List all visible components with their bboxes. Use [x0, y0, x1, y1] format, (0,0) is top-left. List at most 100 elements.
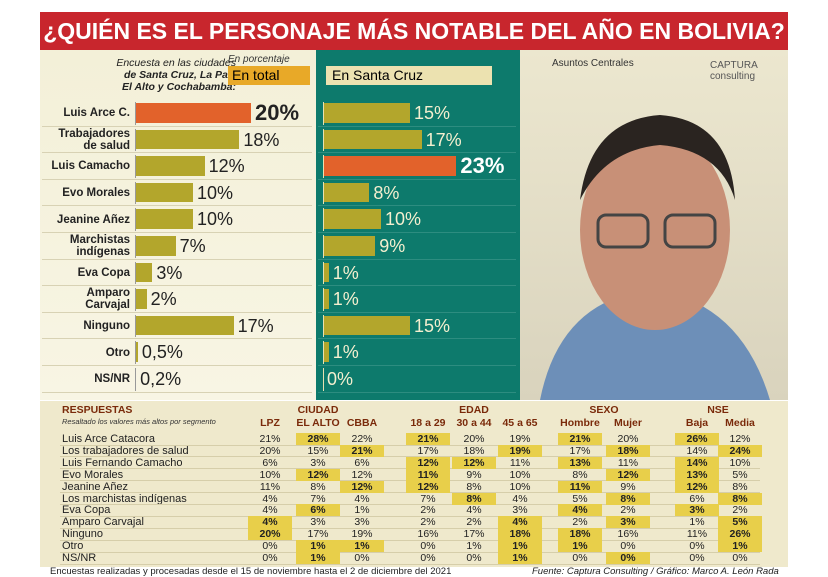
row-line: [318, 258, 516, 260]
row-label: NS/NR: [62, 552, 97, 564]
axis-line: [323, 128, 324, 152]
logo: CAPTURA consulting: [710, 60, 758, 82]
category-label: Otro: [105, 346, 130, 359]
row-line: [60, 504, 760, 505]
row-line: [42, 125, 312, 127]
row-label: Los marchistas indígenas: [62, 492, 187, 505]
row-label: Luis Arce Catacora: [62, 433, 155, 445]
axis-line: [135, 208, 136, 231]
row-label: Luis Fernando Camacho: [62, 456, 183, 469]
cell: 5%: [718, 516, 762, 529]
bar: [323, 103, 410, 123]
cell: 21%: [406, 433, 450, 445]
cell: 4%: [354, 492, 370, 505]
bar: [323, 342, 329, 362]
category-label: Ninguno: [83, 320, 130, 333]
column-header: 45 a 65: [502, 417, 538, 429]
cell: 13%: [558, 456, 602, 469]
bar: [135, 315, 234, 336]
value-label: 23%: [460, 153, 505, 179]
axis-line: [135, 288, 136, 311]
column-header: 18 a 29: [410, 417, 446, 429]
row-label: Los trabajadores de salud: [62, 444, 189, 457]
category-label: Eva Copa: [77, 266, 130, 279]
portrait: [540, 115, 770, 400]
column-header: 30 a 44: [456, 417, 492, 429]
axis-line: [135, 368, 136, 391]
cell: 19%: [509, 433, 531, 445]
cell: 18%: [606, 444, 650, 457]
column-header: LPZ: [260, 417, 280, 429]
row-label: Eva Copa: [62, 504, 111, 517]
row-line: [42, 232, 312, 233]
cell: 4%: [262, 504, 278, 517]
subtitle: En porcentaje: [228, 54, 290, 65]
cell: 1%: [689, 516, 705, 529]
cell: 1%: [466, 540, 482, 553]
intro-line: El Alto y Cochabamba:: [122, 81, 236, 93]
cell: 12%: [729, 433, 751, 445]
cell: 5%: [572, 492, 588, 505]
cell: 13%: [675, 468, 719, 481]
cell: 10%: [259, 468, 281, 481]
cell: 3%: [310, 516, 326, 529]
value-label: 0%: [327, 369, 354, 389]
axis-line: [323, 314, 324, 338]
cell: 4%: [558, 504, 602, 517]
cell: 2%: [620, 504, 636, 517]
row-label: Evo Morales: [62, 468, 124, 481]
cell: 11%: [406, 468, 450, 481]
row-label: Jeanine Añez: [62, 480, 129, 493]
column-header: CBBA: [346, 417, 378, 429]
cell: 3%: [512, 504, 528, 517]
cell: 12%: [340, 480, 384, 493]
row-line: [318, 205, 516, 207]
row-line: [318, 152, 516, 154]
cell: 1%: [718, 540, 762, 553]
row-line: [318, 232, 516, 233]
cell: 1%: [498, 540, 542, 553]
cell: 12%: [406, 480, 450, 493]
category-label: Evo Morales: [62, 187, 130, 200]
cell: 21%: [558, 433, 602, 445]
intro-line: de Santa Cruz, La Paz,: [123, 69, 236, 81]
cell: 11%: [558, 480, 602, 493]
cell: 12%: [452, 456, 496, 469]
cell: 0%: [420, 540, 436, 553]
cell: 0%: [689, 552, 705, 564]
cell: 1%: [340, 540, 384, 553]
cell: 3%: [310, 456, 326, 469]
row-line: [42, 258, 312, 260]
group-header: CIUDAD: [297, 404, 339, 416]
category-label: Luis Camacho: [51, 160, 130, 173]
row-line: [42, 178, 312, 180]
value-label: 17%: [425, 129, 462, 150]
category-label: Amparo Carvajal: [85, 287, 130, 312]
group-header: SEXO: [589, 404, 619, 416]
column-header: Baja: [685, 417, 709, 429]
axis-line: [323, 208, 324, 231]
bar: [135, 289, 147, 309]
cell: 9%: [620, 480, 636, 493]
cell: 8%: [606, 492, 650, 505]
value-label: 1%: [332, 289, 359, 310]
cell: 20%: [259, 444, 281, 457]
axis-line: [323, 341, 324, 364]
value-label: 1%: [332, 342, 359, 363]
cell: 10%: [509, 480, 531, 493]
cell: 2%: [466, 516, 482, 529]
cell: 4%: [466, 504, 482, 517]
cell: 0%: [466, 552, 482, 564]
column-header: EL ALTO: [296, 417, 340, 429]
value-label: 15%: [414, 315, 451, 336]
bar: [135, 262, 153, 283]
cell: 12%: [675, 480, 719, 493]
cell: 17%: [417, 444, 439, 457]
cell: 10%: [509, 468, 531, 481]
value-label: 12%: [208, 156, 245, 177]
column-header: Media: [725, 417, 755, 429]
category-label: Jeanine Añez: [56, 213, 130, 226]
cell: 19%: [498, 444, 542, 457]
row-line: [42, 338, 312, 340]
